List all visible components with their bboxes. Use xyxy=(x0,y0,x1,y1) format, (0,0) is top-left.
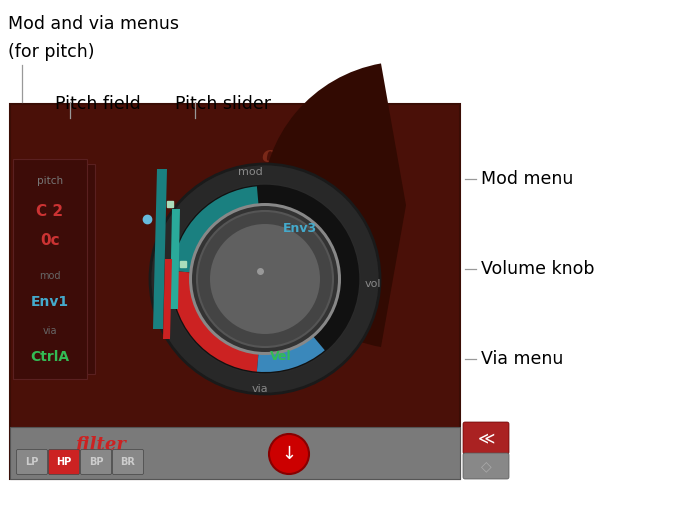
Text: Via menu: Via menu xyxy=(481,350,563,368)
Text: ≪: ≪ xyxy=(477,429,494,447)
Text: via: via xyxy=(252,384,268,394)
Wedge shape xyxy=(262,63,406,347)
Circle shape xyxy=(197,211,333,347)
Text: ↓: ↓ xyxy=(281,445,296,463)
Text: CtrlA: CtrlA xyxy=(31,350,69,364)
Text: mod: mod xyxy=(238,167,262,177)
Text: 0c: 0c xyxy=(40,233,60,248)
Text: Pitch slider: Pitch slider xyxy=(175,95,271,113)
Bar xyxy=(10,427,460,479)
Text: osc1: osc1 xyxy=(261,146,317,168)
Circle shape xyxy=(210,224,320,334)
Text: BR: BR xyxy=(121,457,136,467)
Circle shape xyxy=(192,206,338,352)
Text: Vel: Vel xyxy=(270,351,291,364)
Circle shape xyxy=(189,203,341,355)
Text: Env3: Env3 xyxy=(283,223,317,235)
Polygon shape xyxy=(163,259,172,339)
Bar xyxy=(13,159,87,379)
FancyBboxPatch shape xyxy=(463,422,509,454)
Circle shape xyxy=(150,164,380,394)
Text: pitch: pitch xyxy=(37,176,63,186)
Wedge shape xyxy=(172,271,259,372)
FancyBboxPatch shape xyxy=(48,450,80,475)
Text: (for pitch): (for pitch) xyxy=(8,43,95,61)
Text: mod: mod xyxy=(39,270,61,280)
Text: Mod and via menus: Mod and via menus xyxy=(8,15,179,33)
Text: Volume knob: Volume knob xyxy=(481,260,595,278)
Circle shape xyxy=(269,434,309,474)
Wedge shape xyxy=(257,336,325,372)
Text: ◇: ◇ xyxy=(481,459,491,473)
Wedge shape xyxy=(172,187,259,272)
Bar xyxy=(10,104,460,479)
FancyBboxPatch shape xyxy=(463,453,509,479)
FancyBboxPatch shape xyxy=(112,450,144,475)
Text: filter: filter xyxy=(74,436,125,454)
Polygon shape xyxy=(153,169,167,329)
Circle shape xyxy=(170,184,360,374)
Text: BP: BP xyxy=(89,457,104,467)
Text: Pitch field: Pitch field xyxy=(55,95,141,113)
Text: via: via xyxy=(43,325,57,335)
Text: C 2: C 2 xyxy=(37,204,63,220)
FancyBboxPatch shape xyxy=(80,450,112,475)
Text: Mod menu: Mod menu xyxy=(481,170,573,188)
Text: HP: HP xyxy=(57,457,72,467)
Bar xyxy=(23,164,95,374)
FancyBboxPatch shape xyxy=(16,450,48,475)
Text: Env1: Env1 xyxy=(31,295,69,309)
Text: vol: vol xyxy=(365,279,381,289)
Text: LP: LP xyxy=(25,457,39,467)
Polygon shape xyxy=(170,209,180,309)
